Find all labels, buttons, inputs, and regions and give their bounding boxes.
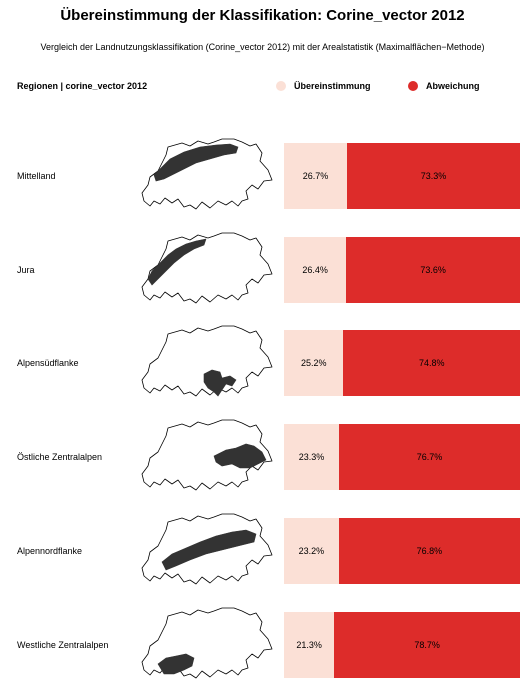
- legend-item-deviation: Abweichung: [408, 79, 480, 93]
- chart-row: Östliche Zentralalpen 23.3% 76.7%: [0, 419, 525, 491]
- chart-row: Alpennordflanke 23.2% 76.8%: [0, 513, 525, 585]
- bar-segment-match: 23.3%: [284, 424, 339, 490]
- region-highlight: [153, 143, 239, 182]
- stacked-bar: 23.2% 76.8%: [284, 518, 520, 584]
- category-label: Westliche Zentralalpen: [17, 640, 109, 650]
- chart-title: Übereinstimmung der Klassifikation: Cori…: [60, 7, 465, 24]
- region-highlight: [147, 238, 207, 286]
- stacked-bar: 26.7% 73.3%: [284, 143, 520, 209]
- bar-segment-deviation: 76.8%: [338, 518, 520, 584]
- switzerland-outline: [141, 325, 273, 397]
- legend-swatch-deviation: [408, 81, 418, 91]
- region-highlight: [203, 369, 237, 397]
- region-map-icon: [141, 419, 273, 491]
- stacked-bar: 23.3% 76.7%: [284, 424, 520, 490]
- stacked-bar: 25.2% 74.8%: [284, 330, 520, 396]
- bar-segment-deviation: 73.3%: [347, 143, 520, 209]
- bar-segment-deviation: 76.7%: [338, 424, 520, 490]
- chart-row: Mittelland 26.7% 73.3%: [0, 138, 525, 210]
- legend-label-match: Übereinstimmung: [294, 81, 371, 91]
- region-map-icon: [141, 325, 273, 397]
- bar-segment-match: 25.2%: [284, 330, 344, 396]
- region-highlight: [157, 653, 195, 675]
- bar-segment-deviation: 73.6%: [346, 237, 520, 303]
- bar-segment-match: 21.3%: [284, 612, 335, 678]
- chart-subtitle: Vergleich der Landnutzungsklassifikation…: [40, 42, 485, 52]
- stacked-bar: 21.3% 78.7%: [284, 612, 520, 678]
- legend-label-deviation: Abweichung: [426, 81, 480, 91]
- region-highlight: [161, 529, 257, 571]
- chart-row: Jura 26.4% 73.6%: [0, 232, 525, 304]
- category-label: Jura: [17, 265, 35, 275]
- region-map-icon: [141, 513, 273, 585]
- region-map-icon: [141, 607, 273, 679]
- chart-row: Alpensüdflanke 25.2% 74.8%: [0, 325, 525, 397]
- region-map-icon: [141, 232, 273, 304]
- legend-swatch-match: [276, 81, 286, 91]
- bar-segment-deviation: 78.7%: [334, 612, 520, 678]
- category-label: Östliche Zentralalpen: [17, 452, 103, 462]
- bar-segment-deviation: 74.8%: [343, 330, 520, 396]
- bar-segment-match: 26.7%: [284, 143, 347, 209]
- region-map-icon: [141, 138, 273, 210]
- bar-segment-match: 23.2%: [284, 518, 339, 584]
- category-label: Alpensüdflanke: [17, 358, 79, 368]
- stacked-bar: 26.4% 73.6%: [284, 237, 520, 303]
- legend-item-match: Übereinstimmung: [276, 79, 371, 93]
- region-highlight: [213, 443, 267, 469]
- category-label: Mittelland: [17, 171, 56, 181]
- column-header-regions: Regionen | corine_vector 2012: [17, 81, 148, 91]
- category-label: Alpennordflanke: [17, 546, 83, 556]
- chart-row: Westliche Zentralalpen 21.3% 78.7%: [0, 607, 525, 679]
- bar-segment-match: 26.4%: [284, 237, 347, 303]
- switzerland-outline: [141, 419, 273, 491]
